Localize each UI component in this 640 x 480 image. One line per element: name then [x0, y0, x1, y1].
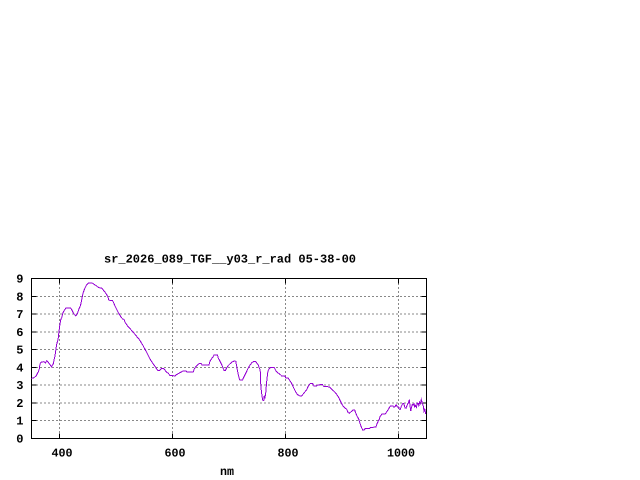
svg-text:800: 800 [278, 447, 299, 461]
svg-text:1: 1 [16, 415, 23, 429]
svg-text:sr_2026_089_TGF__y03_r_rad 05-: sr_2026_089_TGF__y03_r_rad 05-38-00 [104, 253, 356, 267]
svg-text:8: 8 [16, 291, 23, 305]
svg-text:400: 400 [52, 447, 73, 461]
svg-text:5: 5 [16, 344, 23, 358]
svg-text:1000: 1000 [387, 447, 415, 461]
svg-text:9: 9 [16, 273, 23, 287]
svg-text:3: 3 [16, 379, 23, 393]
svg-text:6: 6 [16, 326, 23, 340]
svg-text:600: 600 [165, 447, 186, 461]
svg-text:4: 4 [16, 362, 23, 376]
svg-text:nm: nm [220, 465, 234, 479]
svg-text:0: 0 [16, 433, 23, 447]
svg-text:2: 2 [16, 397, 23, 411]
svg-text:7: 7 [16, 308, 23, 322]
